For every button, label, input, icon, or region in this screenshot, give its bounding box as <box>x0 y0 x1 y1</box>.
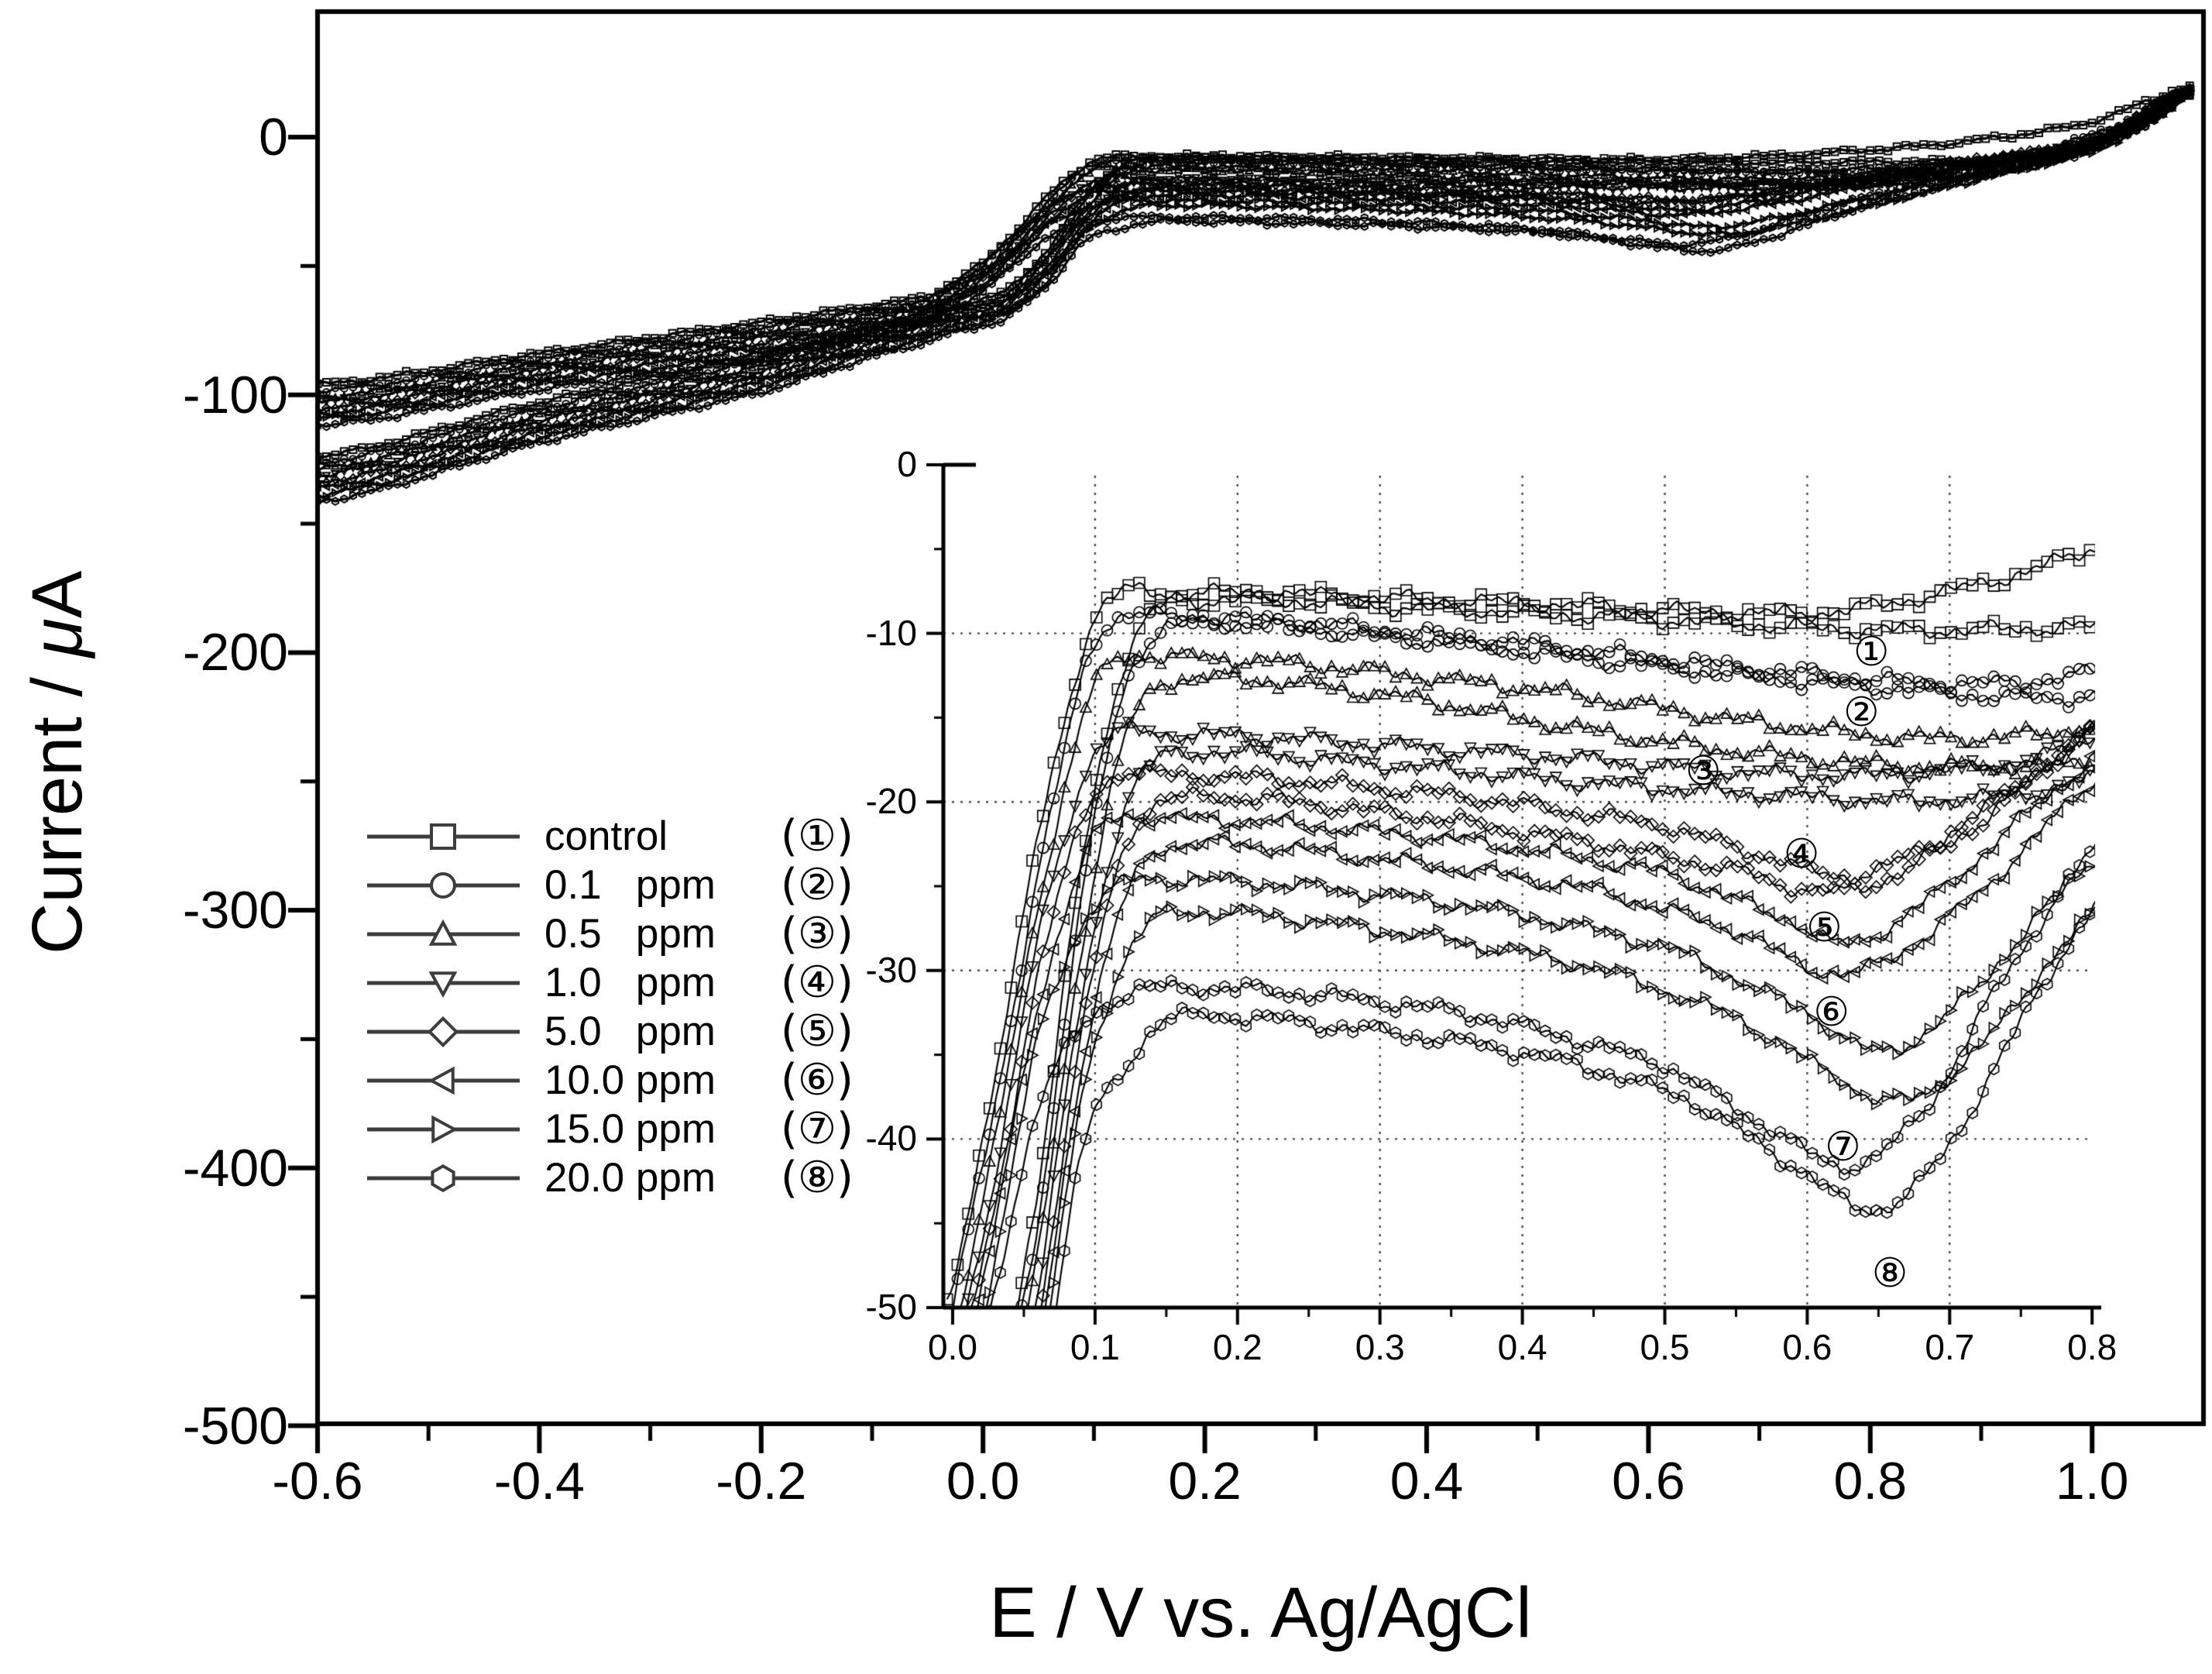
inset-x-tick-label: 0.4 <box>1497 1327 1547 1367</box>
square-marker-icon <box>367 823 520 850</box>
main-x-tick-label: 0.2 <box>1168 1452 1242 1511</box>
legend-item: 0.1 ppm (②) <box>364 860 854 910</box>
inset-curve-number-label: ③ <box>1685 748 1722 796</box>
inset-curve-number-label: ⑦ <box>1825 1124 1861 1171</box>
inset-x-tick-label: 0.3 <box>1355 1327 1405 1367</box>
inset-x-tick-label: 0.1 <box>1070 1327 1120 1367</box>
legend-item-label: 0.5 ppm <box>544 911 716 957</box>
main-x-tick-label: 0.0 <box>946 1452 1020 1511</box>
legend-item-number: (③) <box>781 909 854 959</box>
legend-item: 10.0 ppm (⑥) <box>364 1055 854 1105</box>
triangle-right-marker-icon <box>367 1115 520 1143</box>
legend-item: 15.0 ppm (⑦) <box>364 1104 854 1154</box>
main-y-tick-label: -200 <box>182 623 288 682</box>
inset-x-tick-label: 0.7 <box>1925 1327 1975 1367</box>
main-y-tick-label: -500 <box>182 1396 288 1456</box>
inset-curve-number-label: ① <box>1853 628 1890 675</box>
main-x-tick-label: -0.2 <box>716 1452 807 1511</box>
hexagon-marker-icon <box>367 1164 520 1192</box>
inset-x-tick-label: 0.5 <box>1640 1327 1690 1367</box>
legend-item-number: (①) <box>781 811 854 861</box>
main-y-tick-label: -300 <box>182 881 288 940</box>
inset-x-tick-label: 0.0 <box>928 1327 977 1367</box>
inset-y-tick-label: -30 <box>865 949 917 990</box>
legend-item-number: (⑤) <box>781 1006 854 1057</box>
inset-x-tick-label: 0.6 <box>1782 1327 1832 1367</box>
main-x-tick-label: 0.6 <box>1612 1452 1685 1511</box>
legend-item: 5.0 ppm (⑤) <box>364 1006 854 1057</box>
y-axis-unit: A <box>18 570 97 619</box>
inset-curve-number-label: ⑧ <box>1871 1250 1908 1298</box>
main-x-tick-label: -0.4 <box>493 1452 585 1511</box>
triangle-down-marker-icon <box>367 971 520 998</box>
diamond-marker-icon <box>367 1016 520 1047</box>
legend-item-number: (⑦) <box>781 1104 854 1154</box>
legend-item-label: 15.0 ppm <box>544 1106 716 1152</box>
inset-y-tick-label: -10 <box>865 612 917 653</box>
legend-item-number: (⑥) <box>781 1055 854 1105</box>
inset-curve-number-label: ② <box>1843 689 1880 736</box>
main-y-tick-label: 0 <box>259 108 288 167</box>
legend-item-label: 10.0 ppm <box>544 1057 716 1103</box>
inset-x-tick-label: 0.2 <box>1212 1327 1262 1367</box>
legend-item-label: 1.0 ppm <box>544 960 716 1005</box>
legend-item: 1.0 ppm (④) <box>364 957 854 1008</box>
triangle-up-marker-icon <box>367 919 520 946</box>
legend-item-label: control <box>544 813 668 859</box>
inset-curve-number-label: ④ <box>1783 830 1820 878</box>
legend-item: 20.0 ppm (⑧) <box>364 1153 854 1203</box>
inset-curve-number-label: ⑥ <box>1813 989 1850 1036</box>
main-y-tick-label: -100 <box>182 365 288 425</box>
main-x-tick-label: 0.4 <box>1389 1452 1464 1511</box>
main-x-tick-label: 1.0 <box>2055 1452 2129 1511</box>
legend-item-number: (⑧) <box>781 1153 854 1203</box>
legend-item-number: (④) <box>781 957 854 1008</box>
inset-y-tick-label: -50 <box>865 1287 917 1327</box>
legend-item: control (①) <box>364 811 854 861</box>
inset-y-tick-label: -20 <box>865 781 917 822</box>
legend-item-label: 20.0 ppm <box>544 1155 716 1201</box>
legend: control (①) 0.1 ppm (②) 0.5 ppm (③) 1.0 ppm… <box>364 811 854 1203</box>
inset-y-tick-label: 0 <box>897 444 917 484</box>
inset-curve-number-label: ⑤ <box>1806 905 1843 952</box>
main-x-tick-label: -0.6 <box>272 1452 363 1511</box>
x-axis-title: E / V vs. Ag/AgCl <box>989 1573 1532 1652</box>
main-x-tick-label: 0.8 <box>1833 1452 1908 1511</box>
legend-item-label: 0.1 ppm <box>544 862 716 908</box>
inset-y-tick-label: -40 <box>865 1118 917 1159</box>
main-y-tick-label: -400 <box>182 1138 288 1198</box>
legend-item: 0.5 ppm (③) <box>364 909 854 959</box>
inset-x-tick-label: 0.8 <box>2067 1327 2118 1367</box>
triangle-left-marker-icon <box>367 1066 520 1095</box>
legend-item-number: (②) <box>781 860 854 910</box>
circle-marker-icon <box>367 871 520 899</box>
legend-item-label: 5.0 ppm <box>544 1009 716 1054</box>
